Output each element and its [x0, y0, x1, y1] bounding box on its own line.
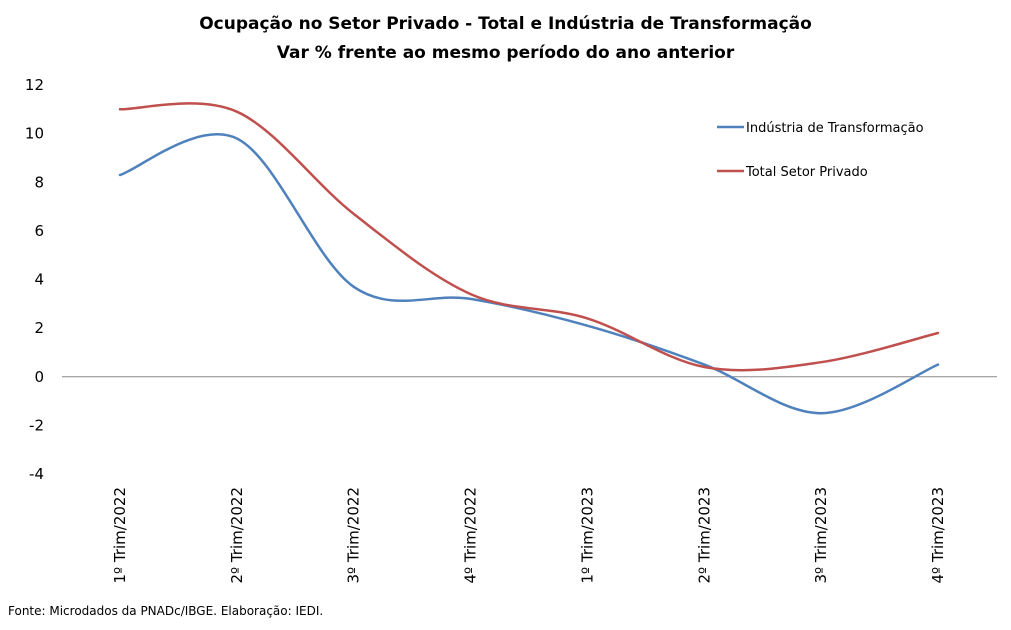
x-tick-label: 4º Trim/2022 — [462, 487, 480, 584]
y-tick-label: 0 — [34, 368, 44, 386]
x-tick-label: 3º Trim/2022 — [345, 487, 363, 584]
x-axis: 1º Trim/2022 2º Trim/2022 3º Trim/2022 4º T… — [62, 376, 997, 584]
series-line-1 — [118, 102, 940, 372]
x-tick-label: 4º Trim/2023 — [929, 487, 947, 584]
y-tick-label: -2 — [29, 416, 44, 434]
legend: Indústria de Transformação Total Setor Pr… — [717, 121, 924, 180]
chart-subtitle: Var % frente ao mesmo período do ano ant… — [276, 43, 735, 63]
y-tick-label: 8 — [34, 173, 44, 191]
source-note: Fonte: Microdados da PNADc/IBGE. Elabora… — [8, 604, 324, 618]
y-tick-label: -4 — [29, 465, 44, 483]
chart-title: Ocupação no Setor Privado - Total e Indú… — [199, 14, 812, 34]
y-tick-label: 12 — [25, 76, 44, 94]
y-tick-label: 6 — [34, 222, 44, 240]
y-tick-label: 10 — [25, 125, 44, 143]
x-tick-label: 2º Trim/2022 — [228, 487, 246, 584]
series-layer — [118, 102, 940, 415]
legend-label-0: Indústria de Transformação — [746, 121, 924, 136]
x-tick-label: 3º Trim/2023 — [812, 487, 830, 584]
y-axis: -4 -2 0 2 4 6 8 10 12 — [25, 76, 44, 483]
y-tick-label: 2 — [34, 319, 44, 337]
x-tick-label: 2º Trim/2023 — [695, 487, 713, 584]
legend-label-1: Total Setor Privado — [745, 165, 868, 180]
x-tick-label: 1º Trim/2023 — [578, 487, 596, 584]
x-tick-label: 1º Trim/2022 — [111, 487, 129, 584]
y-tick-label: 4 — [34, 271, 44, 289]
